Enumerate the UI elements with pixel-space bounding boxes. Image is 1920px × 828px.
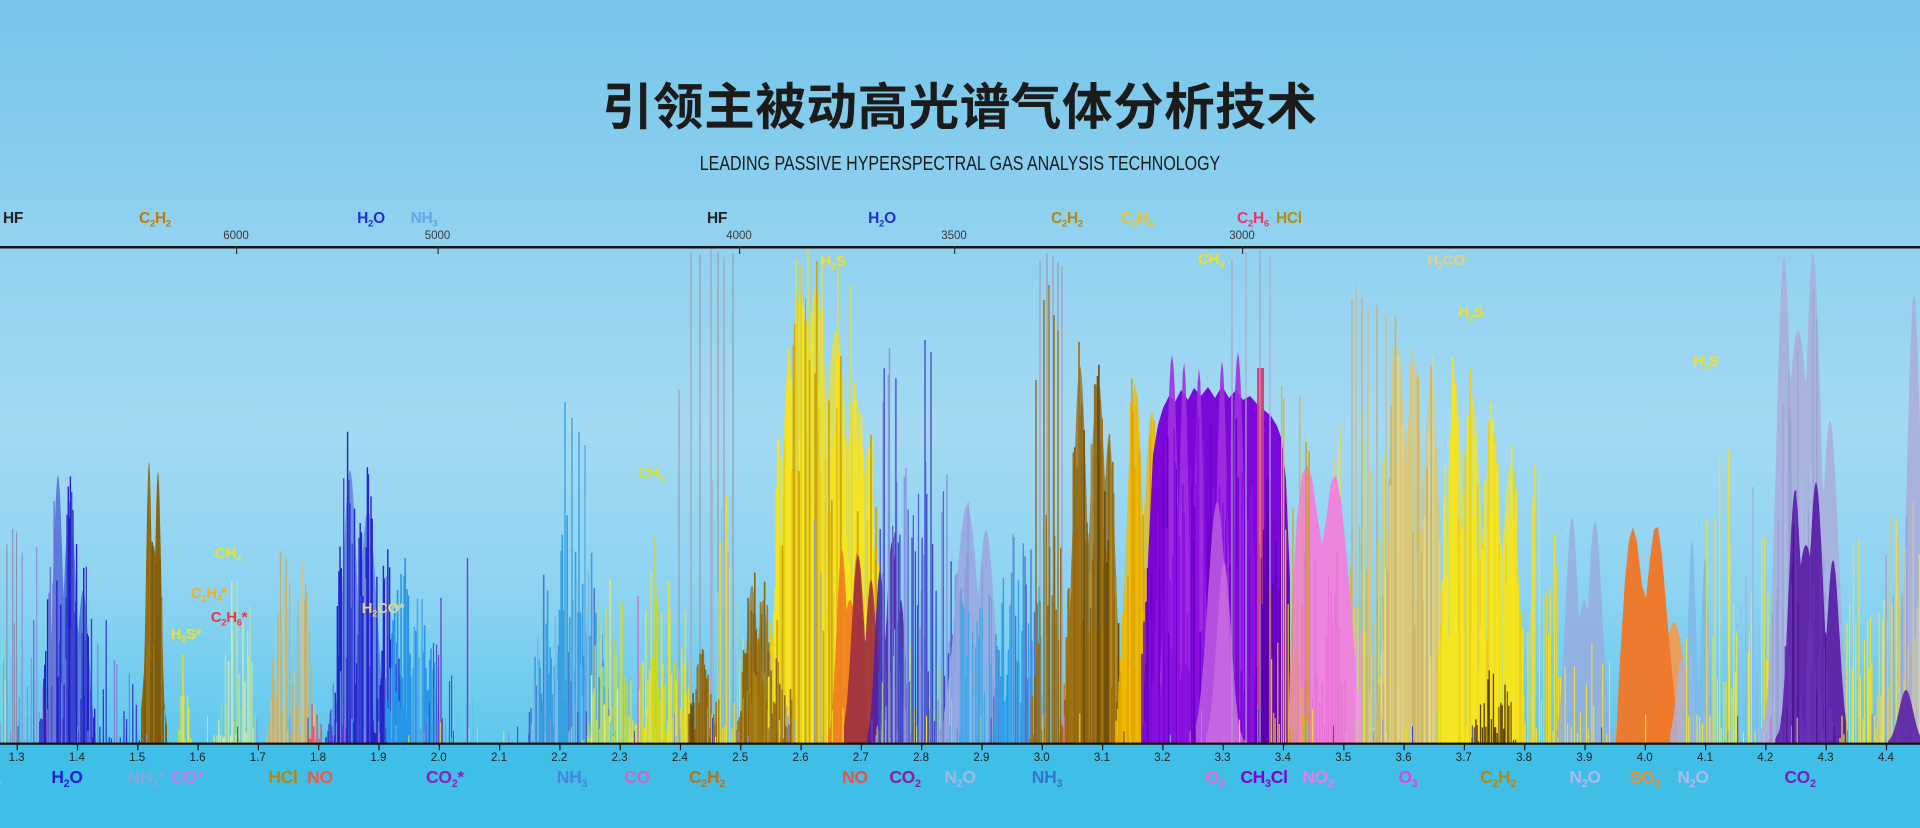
svg-text:1.6: 1.6 <box>190 752 206 764</box>
svg-text:HF: HF <box>707 210 727 227</box>
svg-text:5000: 5000 <box>425 230 451 242</box>
svg-text:CO*: CO* <box>171 767 204 787</box>
svg-text:3.9: 3.9 <box>1576 752 1592 764</box>
svg-text:C2H6: C2H6 <box>1237 210 1269 229</box>
svg-text:H2S: H2S <box>1458 304 1483 322</box>
svg-text:O2: O2 <box>0 767 2 790</box>
svg-text:H2O: H2O <box>51 767 82 790</box>
svg-text:CH4: CH4 <box>215 545 242 563</box>
svg-text:CO2: CO2 <box>889 767 921 790</box>
svg-text:CO2*: CO2* <box>426 767 464 790</box>
svg-text:3.7: 3.7 <box>1456 752 1472 764</box>
svg-text:O3: O3 <box>1205 767 1224 790</box>
svg-text:4.0: 4.0 <box>1637 752 1653 764</box>
svg-text:2.2: 2.2 <box>551 752 567 764</box>
svg-text:2.3: 2.3 <box>612 752 628 764</box>
svg-text:1.7: 1.7 <box>250 752 266 764</box>
svg-text:CH3Cl: CH3Cl <box>1240 767 1287 790</box>
svg-text:N2O: N2O <box>1677 767 1708 790</box>
svg-text:HF: HF <box>3 210 23 227</box>
svg-text:4000: 4000 <box>726 230 752 242</box>
svg-text:3.5: 3.5 <box>1335 752 1351 764</box>
svg-text:H2CO: H2CO <box>1427 252 1465 270</box>
svg-text:C2H2: C2H2 <box>1480 767 1516 790</box>
svg-text:2.8: 2.8 <box>913 752 929 764</box>
svg-text:2.6: 2.6 <box>793 752 809 764</box>
svg-text:1.8: 1.8 <box>310 752 326 764</box>
svg-text:6000: 6000 <box>223 230 249 242</box>
svg-text:2.0: 2.0 <box>431 752 447 764</box>
svg-text:NO2: NO2 <box>1302 767 1334 790</box>
svg-text:2.5: 2.5 <box>732 752 748 764</box>
svg-text:2.4: 2.4 <box>672 752 689 764</box>
svg-text:CO2: CO2 <box>1784 767 1816 790</box>
svg-text:C2H4*: C2H4* <box>191 585 228 603</box>
svg-text:SO2: SO2 <box>1630 767 1661 790</box>
svg-text:2.7: 2.7 <box>853 752 869 764</box>
svg-text:H2O: H2O <box>357 210 385 229</box>
svg-text:HCl: HCl <box>1276 210 1302 227</box>
svg-text:C2H2: C2H2 <box>689 767 725 790</box>
svg-text:C2H2: C2H2 <box>139 210 171 229</box>
svg-text:4.2: 4.2 <box>1757 752 1773 764</box>
svg-text:4.1: 4.1 <box>1697 752 1713 764</box>
svg-text:3.6: 3.6 <box>1396 752 1412 764</box>
svg-text:C2H2: C2H2 <box>1051 210 1083 229</box>
svg-text:3.3: 3.3 <box>1215 752 1231 764</box>
svg-text:NO: NO <box>842 767 868 787</box>
svg-text:4.4: 4.4 <box>1878 752 1895 764</box>
svg-text:1.5: 1.5 <box>129 752 145 764</box>
svg-text:H2O: H2O <box>868 210 896 229</box>
svg-text:4.3: 4.3 <box>1818 752 1834 764</box>
svg-text:3.1: 3.1 <box>1094 752 1110 764</box>
svg-text:C2H4: C2H4 <box>1121 210 1154 229</box>
svg-text:H2S: H2S <box>1693 353 1718 371</box>
svg-text:3000: 3000 <box>1229 230 1255 242</box>
svg-text:N2O: N2O <box>1569 767 1600 790</box>
svg-text:NH3*: NH3* <box>128 767 165 790</box>
svg-text:3.4: 3.4 <box>1275 752 1292 764</box>
svg-text:CO: CO <box>624 767 650 787</box>
svg-text:2.9: 2.9 <box>973 752 989 764</box>
svg-text:O3: O3 <box>1398 767 1417 790</box>
svg-text:CH4: CH4 <box>1198 251 1225 269</box>
svg-text:NO: NO <box>307 767 333 787</box>
svg-text:3500: 3500 <box>941 230 967 242</box>
svg-text:1.3: 1.3 <box>9 752 25 764</box>
svg-text:C2H6*: C2H6* <box>211 609 248 627</box>
svg-text:2.1: 2.1 <box>491 752 507 764</box>
svg-text:1.9: 1.9 <box>370 752 386 764</box>
svg-text:3.0: 3.0 <box>1034 752 1050 764</box>
svg-text:NH3: NH3 <box>411 210 438 229</box>
svg-text:NH3: NH3 <box>557 767 588 790</box>
svg-text:CH4: CH4 <box>638 465 665 483</box>
svg-text:3.8: 3.8 <box>1516 752 1532 764</box>
svg-text:1.4: 1.4 <box>69 752 86 764</box>
svg-text:H2CO*: H2CO* <box>362 600 405 618</box>
svg-text:H2S*: H2S* <box>171 626 202 644</box>
svg-text:NH3: NH3 <box>1032 767 1063 790</box>
svg-text:3.2: 3.2 <box>1154 752 1170 764</box>
svg-text:HCl: HCl <box>268 767 297 787</box>
svg-text:N2O: N2O <box>944 767 975 790</box>
svg-text:H2S: H2S <box>820 253 845 271</box>
